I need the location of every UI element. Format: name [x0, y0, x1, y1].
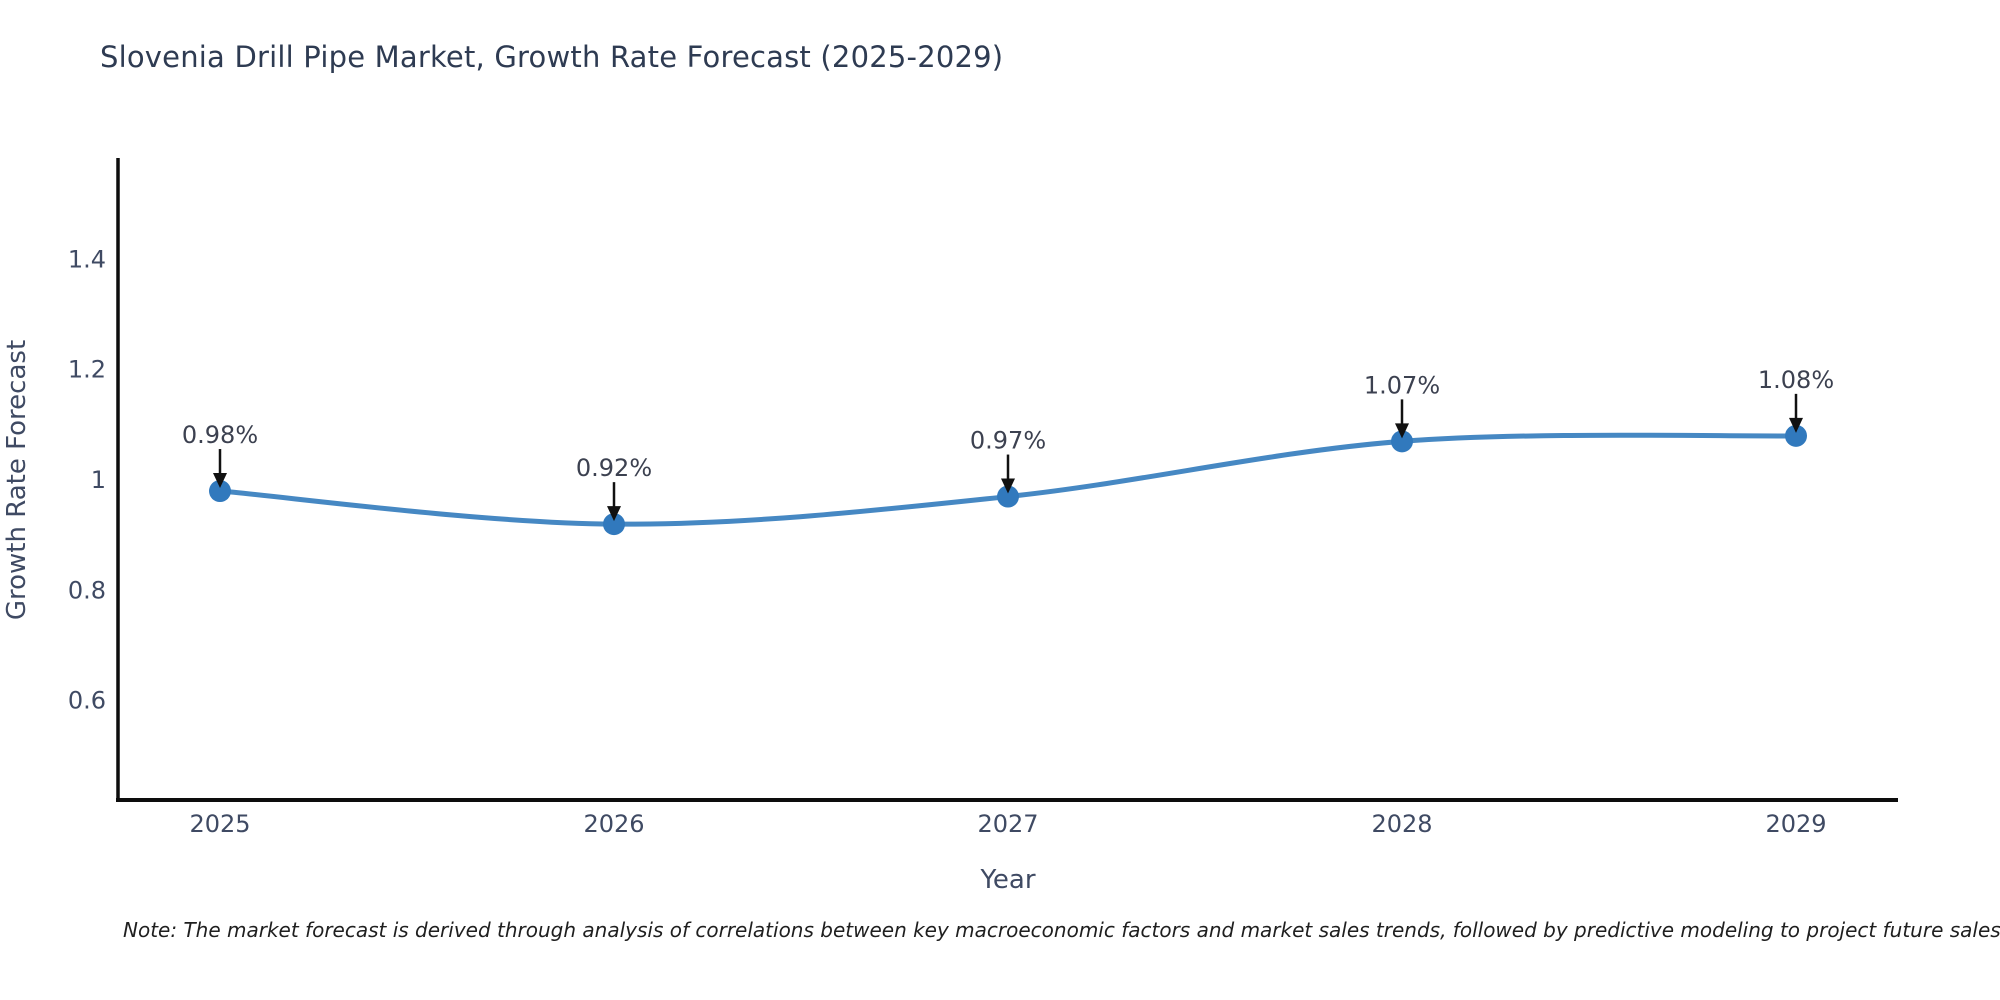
annotation-label: 0.92% — [576, 454, 652, 482]
x-tick-label: 2026 — [583, 810, 644, 838]
annotation-label: 0.97% — [970, 427, 1046, 455]
y-tick-label: 1.4 — [68, 245, 106, 273]
data-point-marker — [603, 513, 625, 536]
chart-note: Note: The market forecast is derived thr… — [123, 918, 2000, 942]
y-axis-title: Growth Rate Forecast — [2, 340, 32, 620]
y-tick-label: 0.6 — [68, 687, 106, 715]
x-tick-label: 2025 — [189, 810, 250, 838]
annotation-arrow-head — [1789, 417, 1803, 433]
annotation-arrow-head — [1001, 478, 1015, 494]
y-tick-label: 0.8 — [68, 576, 106, 604]
annotation-arrow-head — [1395, 423, 1409, 439]
annotation-label: 1.08% — [1758, 366, 1834, 394]
x-tick-label: 2028 — [1371, 810, 1432, 838]
data-point-marker — [209, 480, 231, 503]
annotation-arrow-head — [213, 473, 227, 489]
x-tick-label: 2027 — [977, 810, 1038, 838]
y-tick-label: 1.2 — [68, 356, 106, 384]
data-point-marker — [997, 485, 1019, 508]
data-point-marker — [1391, 430, 1413, 453]
data-point-marker — [1785, 424, 1807, 447]
annotation-label: 1.07% — [1364, 371, 1440, 399]
chart-title: Slovenia Drill Pipe Market, Growth Rate … — [100, 40, 1004, 74]
plot-generated-layer: 0.6 0.8 1 1.2 1.4 2025 2026 2027 2028 2029 0.98% 0.… — [68, 158, 1898, 838]
annotation-arrow-head — [607, 506, 621, 522]
annotation-label: 0.98% — [182, 421, 258, 449]
y-tick-label: 1 — [91, 466, 106, 494]
x-axis-title: Year — [979, 865, 1035, 895]
x-tick-label: 2029 — [1765, 810, 1826, 838]
